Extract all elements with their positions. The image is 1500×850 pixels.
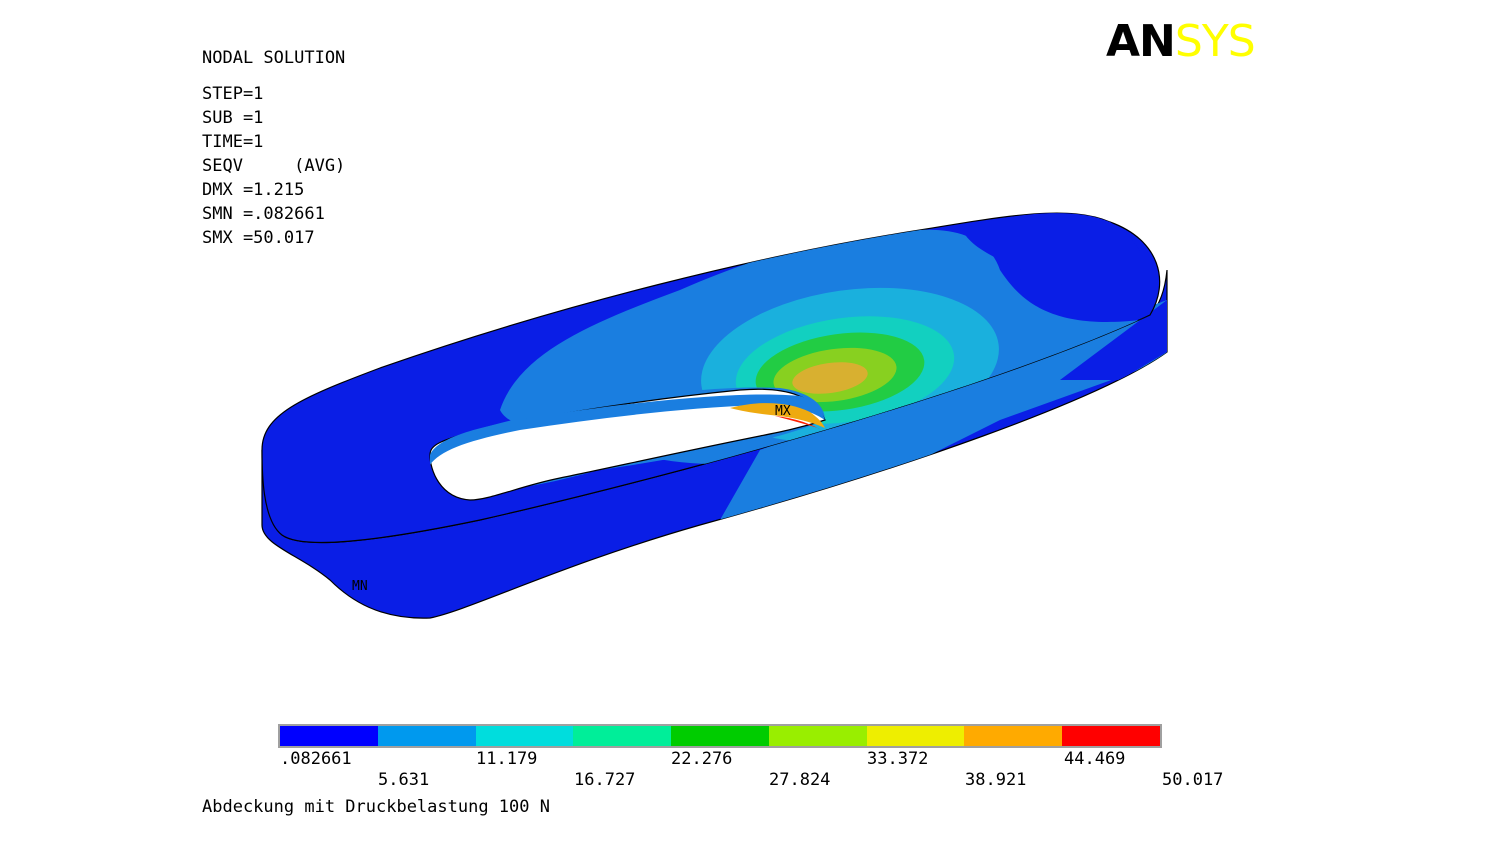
info-sub: SUB =1 — [202, 108, 264, 128]
legend-tick-upper-3: 22.276 — [671, 749, 733, 769]
legend-segment-7 — [866, 726, 965, 746]
legend-tick-lower-3: 27.824 — [769, 770, 831, 790]
solution-info: NODAL SOLUTION STEP=1 SUB =1 TIME=1 SEQV… — [202, 46, 345, 250]
max-marker: MX — [775, 404, 791, 419]
info-dmx: DMX =1.215 — [202, 180, 305, 200]
min-marker: MN — [352, 579, 368, 594]
info-step: STEP=1 — [202, 84, 264, 104]
legend-segment-2 — [377, 726, 476, 746]
fe-model-view: MX MN — [261, 212, 1168, 619]
legend-tick-lower-5: 50.017 — [1162, 770, 1224, 790]
info-time: TIME=1 — [202, 132, 264, 152]
legend-tick-upper-1: .082661 — [280, 749, 352, 769]
stress-band-6 — [792, 362, 868, 394]
plot-caption: Abdeckung mit Druckbelastung 100 N — [202, 797, 550, 817]
legend-tick-upper-5: 44.469 — [1064, 749, 1126, 769]
info-seqv: SEQV (AVG) — [202, 156, 346, 176]
ansys-logo: ANSYS — [1106, 16, 1256, 67]
stress-low-corner — [960, 213, 1151, 300]
legend-segment-4 — [573, 726, 672, 746]
contour-legend-bar — [278, 724, 1162, 748]
solution-title: NODAL SOLUTION — [202, 48, 346, 68]
legend-segment-8 — [964, 726, 1063, 746]
logo-an: AN — [1106, 16, 1176, 67]
legend-segment-3 — [475, 726, 574, 746]
legend-segment-9 — [1062, 726, 1161, 746]
logo-sys: SYS — [1174, 16, 1256, 67]
legend-segment-6 — [768, 726, 867, 746]
legend-tick-upper-2: 11.179 — [476, 749, 538, 769]
legend-segment-5 — [671, 726, 769, 746]
hole-max-stress — [730, 403, 825, 428]
hole-inner-wall — [430, 394, 825, 465]
legend-tick-lower-2: 16.727 — [574, 770, 636, 790]
legend-tick-lower-4: 38.921 — [965, 770, 1027, 790]
info-smx: SMX =50.017 — [202, 228, 315, 248]
legend-tick-lower-1: 5.631 — [378, 770, 430, 790]
info-smn: SMN =.082661 — [202, 204, 325, 224]
legend-segment-1 — [280, 726, 378, 746]
legend-tick-upper-4: 33.372 — [867, 749, 929, 769]
